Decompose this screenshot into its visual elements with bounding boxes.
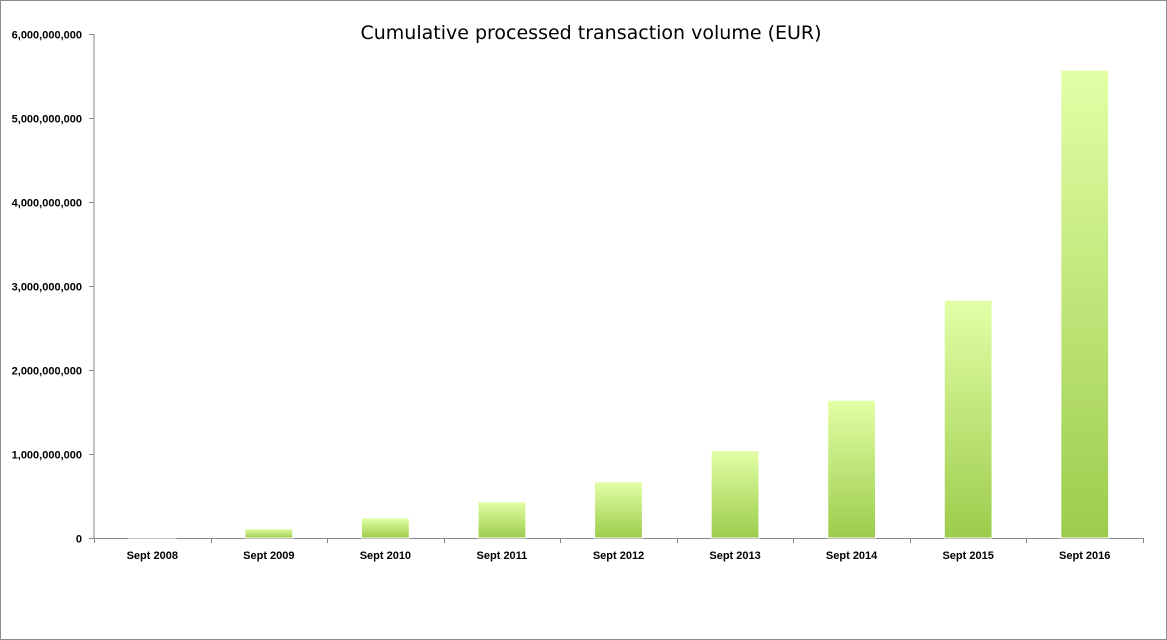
bar — [594, 481, 643, 539]
y-tick-label: 0 — [76, 534, 82, 546]
x-tick-label: Sept 2011 — [477, 550, 528, 562]
x-tick-label: Sept 2016 — [1059, 550, 1110, 562]
y-tick-label: 4,000,000,000 — [12, 198, 82, 210]
bar — [943, 299, 993, 539]
x-tick-label: Sept 2012 — [593, 550, 644, 562]
y-axis: 0 1,000,000,000 2,000,000,000 3,000,000,000… — [12, 30, 95, 546]
x-tick-label: Sept 2014 — [826, 550, 878, 562]
bar — [360, 517, 410, 539]
bars — [127, 69, 1110, 539]
x-tick-label: Sept 2013 — [709, 550, 760, 562]
bar — [244, 528, 294, 539]
y-tick-label: 1,000,000,000 — [12, 450, 82, 462]
x-axis: Sept 2008 Sept 2009 Sept 2010 Sept 2011 Sept… — [94, 538, 1144, 562]
bar — [127, 536, 177, 539]
y-tick-label: 6,000,000,000 — [12, 30, 82, 42]
y-tick-label: 2,000,000,000 — [12, 366, 82, 378]
bar — [477, 501, 527, 539]
y-tick-label: 3,000,000,000 — [12, 282, 82, 294]
y-tick-label: 5,000,000,000 — [12, 114, 82, 126]
x-tick-label: Sept 2015 — [942, 550, 993, 562]
chart-title: Cumulative processed transaction volume … — [360, 22, 821, 44]
x-tick-label: Sept 2009 — [243, 550, 294, 562]
bar — [827, 399, 877, 539]
x-tick-label: Sept 2010 — [360, 550, 411, 562]
bar — [1060, 69, 1110, 539]
x-tick-label: Sept 2008 — [127, 550, 178, 562]
bar — [710, 450, 760, 539]
